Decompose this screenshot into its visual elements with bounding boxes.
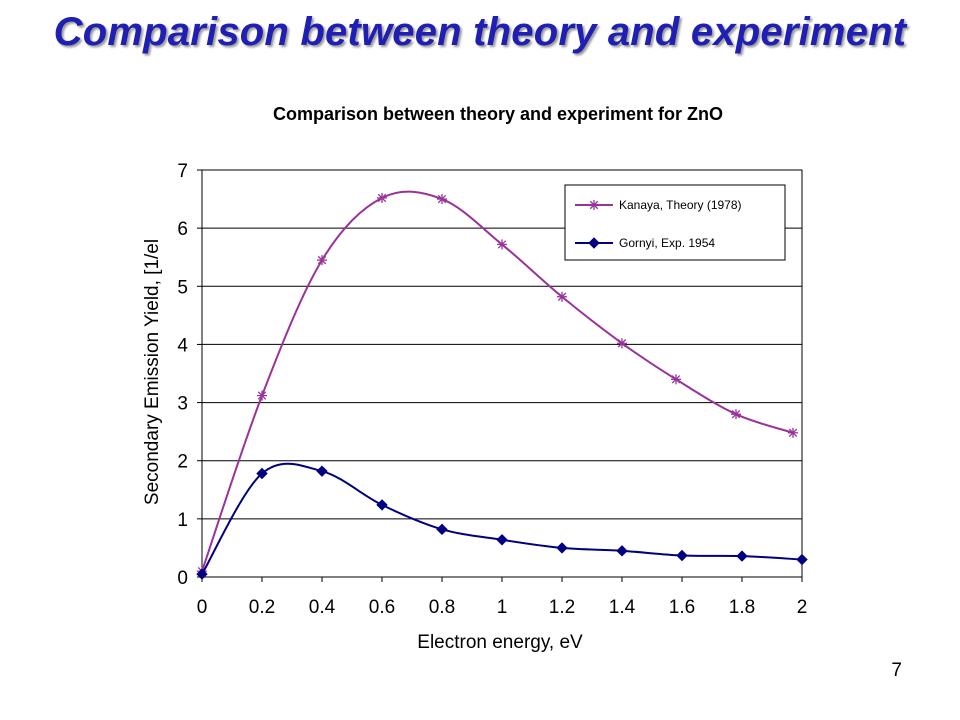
slide-title: Comparison between theory and experiment bbox=[53, 10, 907, 54]
series-1-point bbox=[196, 568, 208, 580]
series-0-point bbox=[788, 427, 798, 438]
legend-label-0: Kanaya, Theory (1978) bbox=[619, 198, 742, 212]
series-1-point bbox=[496, 534, 508, 546]
series-0-point bbox=[377, 192, 387, 203]
series-0-point bbox=[731, 409, 741, 420]
y-tick-label: 7 bbox=[177, 161, 188, 182]
x-tick-label: 1.8 bbox=[729, 597, 755, 618]
series-1-point bbox=[556, 542, 568, 554]
series-1-point bbox=[676, 549, 688, 562]
x-tick-label: 0.2 bbox=[249, 597, 275, 618]
series-0-point bbox=[671, 374, 681, 385]
x-tick-label: 2 bbox=[797, 597, 808, 618]
series-line-1 bbox=[201, 462, 803, 575]
x-tick-label: 0.6 bbox=[369, 597, 395, 618]
x-tick-label: 1.2 bbox=[549, 597, 575, 618]
y-tick-label: 5 bbox=[177, 277, 188, 298]
y-tick-label: 2 bbox=[177, 452, 188, 473]
legend-marker-0 bbox=[589, 200, 599, 210]
series-0-point bbox=[317, 255, 327, 266]
x-tick-label: 1.4 bbox=[609, 597, 636, 618]
series-0-point bbox=[617, 338, 627, 349]
series-0-point bbox=[497, 239, 507, 250]
x-tick-label: 1.6 bbox=[669, 597, 695, 618]
page-number: 7 bbox=[891, 660, 902, 681]
series-1-point bbox=[376, 499, 388, 511]
x-tick-label: 1 bbox=[497, 597, 508, 618]
legend-marker-1 bbox=[588, 237, 600, 249]
y-tick-label: 6 bbox=[177, 219, 188, 240]
series-1-point bbox=[796, 553, 808, 566]
legend: Kanaya, Theory (1978) Gornyi, Exp. 1954 bbox=[564, 184, 786, 261]
series-1-point bbox=[616, 545, 628, 557]
series-0-point bbox=[257, 390, 267, 401]
x-axis-label: Electron energy, eV bbox=[417, 632, 583, 653]
series-1-point bbox=[436, 523, 448, 536]
y-axis-label: Secondary Emission Yield, [1/el bbox=[142, 239, 163, 505]
y-tick-label: 1 bbox=[177, 510, 188, 531]
x-tick-label: 0 bbox=[197, 597, 208, 618]
series-1-point bbox=[736, 550, 748, 562]
x-tick-label: 0.4 bbox=[309, 597, 336, 618]
series-0-point bbox=[437, 194, 447, 205]
y-tick-label: 3 bbox=[177, 394, 188, 415]
x-tick-label: 0.8 bbox=[429, 597, 455, 618]
series-1-point bbox=[316, 465, 328, 477]
y-tick-label: 4 bbox=[177, 335, 188, 356]
legend-label-1: Gornyi, Exp. 1954 bbox=[619, 236, 715, 250]
series-0-point bbox=[557, 291, 567, 302]
y-tick-label: 0 bbox=[177, 568, 188, 589]
series-1-point bbox=[256, 467, 268, 480]
legend-box bbox=[564, 184, 786, 261]
chart-title: Comparison between theory and experiment… bbox=[273, 104, 723, 124]
